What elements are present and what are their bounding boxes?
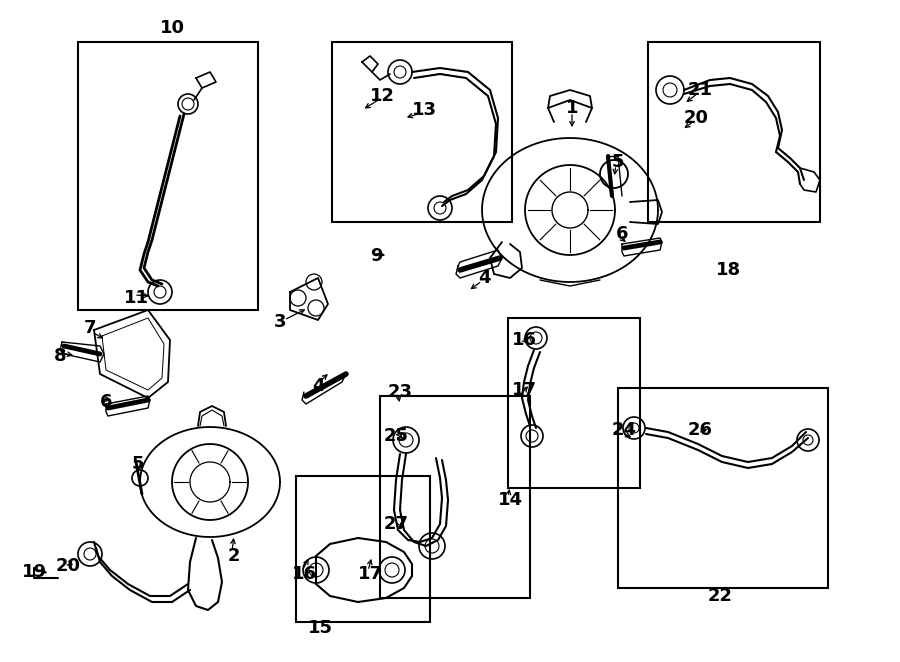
Text: 1: 1 (566, 99, 578, 117)
Bar (332, 42, 512, 222)
Text: 13: 13 (411, 101, 436, 119)
Text: 20: 20 (56, 557, 80, 575)
Text: 18: 18 (716, 261, 741, 279)
Text: 11: 11 (123, 289, 148, 307)
Text: 5: 5 (131, 455, 144, 473)
Text: 5: 5 (612, 153, 625, 171)
Text: 3: 3 (274, 313, 286, 331)
Text: 27: 27 (383, 515, 409, 533)
Text: 10: 10 (159, 19, 184, 37)
Bar (648, 42, 820, 222)
Bar (380, 396, 530, 598)
Text: 2: 2 (228, 547, 240, 565)
Text: 24: 24 (611, 421, 636, 439)
Bar (618, 388, 828, 588)
Text: 20: 20 (683, 109, 708, 127)
Text: 25: 25 (383, 427, 409, 445)
Text: 6: 6 (616, 225, 628, 243)
Text: 7: 7 (84, 319, 96, 337)
Bar (296, 476, 430, 622)
Text: 4: 4 (311, 377, 324, 395)
Text: 17: 17 (511, 381, 536, 399)
Text: 14: 14 (498, 491, 523, 509)
Text: 9: 9 (370, 247, 382, 265)
Text: 6: 6 (100, 393, 112, 411)
Text: 22: 22 (707, 587, 733, 605)
Text: 16: 16 (511, 331, 536, 349)
Text: 15: 15 (308, 619, 332, 637)
Bar (508, 318, 640, 488)
Text: 4: 4 (478, 269, 491, 287)
Text: 19: 19 (22, 563, 47, 581)
Text: 8: 8 (54, 347, 67, 365)
Text: 16: 16 (292, 565, 317, 583)
Text: 12: 12 (370, 87, 394, 105)
Text: 17: 17 (357, 565, 382, 583)
Text: 23: 23 (388, 383, 412, 401)
Bar (78, 42, 258, 310)
Text: 21: 21 (688, 81, 713, 99)
Text: 26: 26 (688, 421, 713, 439)
